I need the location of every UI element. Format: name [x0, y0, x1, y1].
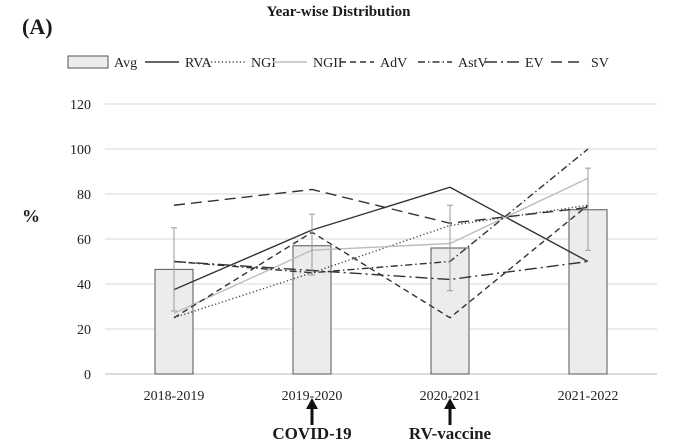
y-tick-label-120: 120: [70, 98, 91, 113]
series-line-astv: [173, 148, 589, 274]
legend-label-rva: RVA: [185, 56, 213, 71]
legend-label-ngii: NGII: [313, 56, 343, 71]
series-line-ngii: [173, 177, 589, 314]
series-line-ngi: [173, 204, 589, 319]
legend-swatch-avg: [67, 55, 109, 69]
y-axis-label: %: [22, 206, 40, 226]
y-tick-label-80: 80: [77, 188, 91, 203]
annotation-covid-19: COVID-19: [272, 424, 352, 443]
x-tick-label-2018-2019: 2018-2019: [144, 389, 205, 404]
legend-label-ev: EV: [525, 56, 544, 71]
y-tick-label-40: 40: [77, 278, 91, 293]
annotation-arrow-head-covid-19: [306, 398, 318, 409]
y-tick-label-60: 60: [77, 233, 91, 248]
chart-title: Year-wise Distribution: [266, 4, 411, 20]
y-tick-label-20: 20: [77, 323, 91, 338]
legend-label-astv: AstV: [458, 56, 488, 71]
legend-label-sv: SV: [591, 56, 609, 71]
legend-label-adv: AdV: [380, 56, 407, 71]
x-tick-label-2021-2022: 2021-2022: [558, 389, 619, 404]
x-tick-label-2019-2020: 2019-2020: [282, 389, 343, 404]
y-tick-label-100: 100: [70, 143, 91, 158]
annotation-arrow-head-rv-vaccine: [444, 398, 456, 409]
series-line-sv: [173, 188, 589, 224]
x-tick-label-2020-2021: 2020-2021: [420, 389, 481, 404]
annotation-rv-vaccine: RV-vaccine: [408, 424, 492, 443]
y-tick-label-0: 0: [84, 368, 91, 383]
series-line-rva: [173, 186, 589, 291]
series-line-ev: [173, 260, 589, 281]
legend-label-ngi: NGI: [251, 56, 276, 71]
legend-label-avg: Avg: [114, 56, 137, 71]
series-line-adv: [173, 204, 589, 319]
panel-label: (A): [22, 14, 53, 39]
